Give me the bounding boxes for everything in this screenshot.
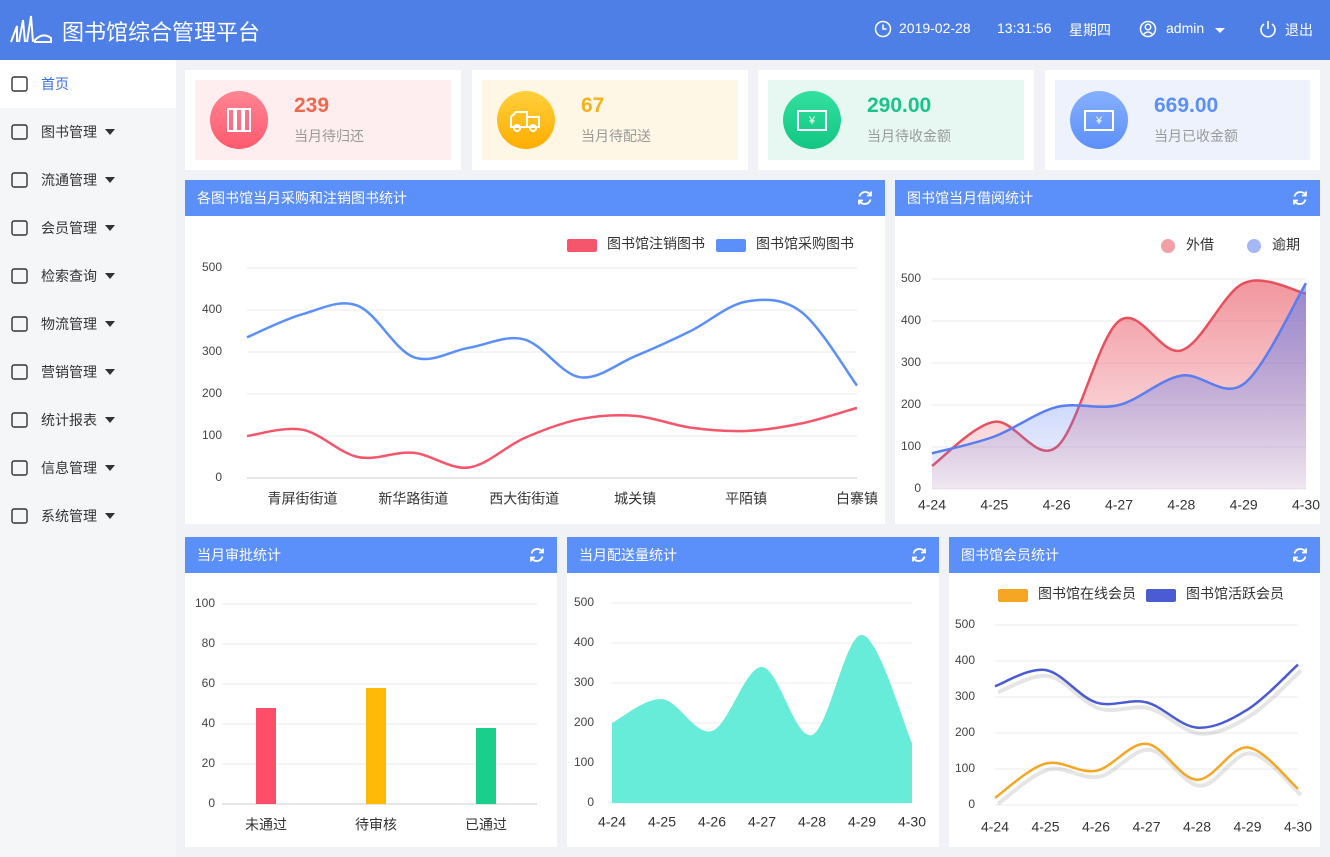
weekday: 星期四 <box>1069 22 1111 38</box>
menu-caret[interactable] <box>105 513 115 519</box>
refresh-button[interactable] <box>856 189 874 207</box>
menu-icon <box>11 172 28 188</box>
sidebar: 首页图书管理流通管理会员管理检索查询物流管理营销管理统计报表信息管理系统管理 <box>0 60 176 857</box>
chart-panel: 图书馆当月借阅统计 <box>895 180 1320 524</box>
menu-item[interactable]: 物流管理 <box>0 300 176 348</box>
menu-label[interactable]: 系统管理 <box>41 508 97 524</box>
card-icon: ¥ <box>1070 91 1128 149</box>
card-label: 当月已收金额 <box>1154 128 1238 144</box>
menu-label[interactable]: 检索查询 <box>41 268 97 284</box>
menu-icon <box>11 508 28 524</box>
refresh-button[interactable] <box>528 546 546 564</box>
time: 13:31:56 <box>997 20 1052 36</box>
menu-caret[interactable] <box>105 369 115 375</box>
card-value: 239 <box>294 94 330 117</box>
header: 图书馆综合管理平台 2019-02-28 13:31:56 星期四 admin … <box>0 0 1330 60</box>
refresh-button[interactable] <box>1291 546 1309 564</box>
menu-item[interactable]: 统计报表 <box>0 396 176 444</box>
card-label: 当月待归还 <box>294 128 364 144</box>
stat-card: ¥290.00 当月待收金额 <box>758 70 1034 170</box>
menu-icon <box>11 412 28 428</box>
card-label: 当月待配送 <box>581 128 651 144</box>
menu-label[interactable]: 营销管理 <box>41 364 97 380</box>
menu-label[interactable]: 会员管理 <box>41 220 97 236</box>
username[interactable]: admin <box>1166 20 1205 36</box>
menu-icon <box>11 76 28 92</box>
user-icon[interactable] <box>1139 20 1157 38</box>
date: 2019-02-28 <box>899 20 971 36</box>
menu-icon <box>11 124 28 140</box>
card-icon <box>210 91 268 149</box>
menu-item[interactable]: 流通管理 <box>0 156 176 204</box>
panel-title: 当月审批统计 <box>185 537 557 573</box>
card-icon: ¥ <box>783 91 841 149</box>
refresh-button[interactable] <box>1291 189 1309 207</box>
power-icon[interactable] <box>1258 19 1278 39</box>
svg-text:¥: ¥ <box>808 115 816 127</box>
stat-card: ¥669.00 当月已收金额 <box>1045 70 1320 170</box>
menu-caret[interactable] <box>105 177 115 183</box>
panel-title: 各图书馆当月采购和注销图书统计 <box>185 180 885 216</box>
card-icon <box>497 91 555 149</box>
menu-item[interactable]: 营销管理 <box>0 348 176 396</box>
menu-icon <box>11 364 28 380</box>
menu-caret[interactable] <box>105 225 115 231</box>
menu-icon <box>11 220 28 236</box>
menu-caret[interactable] <box>105 417 115 423</box>
chart-panel: 当月配送量统计 <box>567 537 939 847</box>
menu-label[interactable]: 流通管理 <box>41 172 97 188</box>
menu-item[interactable]: 首页 <box>0 60 176 108</box>
menu-caret[interactable] <box>105 129 115 135</box>
refresh-button[interactable] <box>910 546 928 564</box>
clock-icon <box>874 20 892 38</box>
chart-panel: 图书馆会员统计 <box>949 537 1320 847</box>
menu-icon <box>11 316 28 332</box>
menu-item[interactable]: 系统管理 <box>0 492 176 540</box>
menu-caret[interactable] <box>105 273 115 279</box>
stat-card: 239 当月待归还 <box>185 70 461 170</box>
card-label: 当月待收金额 <box>867 128 951 144</box>
menu-item[interactable]: 信息管理 <box>0 444 176 492</box>
menu-caret[interactable] <box>105 465 115 471</box>
menu-label[interactable]: 首页 <box>41 76 69 92</box>
logout[interactable]: 退出 <box>1285 22 1313 38</box>
menu-label[interactable]: 统计报表 <box>41 412 97 428</box>
menu-label[interactable]: 信息管理 <box>41 460 97 476</box>
menu-label[interactable]: 物流管理 <box>41 316 97 332</box>
user-caret[interactable] <box>1215 28 1225 33</box>
menu-item[interactable]: 会员管理 <box>0 204 176 252</box>
app-title: 图书馆综合管理平台 <box>62 20 261 45</box>
svg-text:¥: ¥ <box>1095 115 1103 127</box>
panel-title: 图书馆会员统计 <box>949 537 1320 573</box>
menu-item[interactable]: 图书管理 <box>0 108 176 156</box>
card-value: 67 <box>581 94 605 117</box>
menu-icon <box>11 268 28 284</box>
stat-card: 67 当月待配送 <box>472 70 748 170</box>
panel-title: 图书馆当月借阅统计 <box>895 180 1320 216</box>
panel-title: 当月配送量统计 <box>567 537 939 573</box>
card-value: 290.00 <box>867 94 932 117</box>
chart-panel: 当月审批统计 <box>185 537 557 847</box>
card-value: 669.00 <box>1154 94 1219 117</box>
menu-item[interactable]: 检索查询 <box>0 252 176 300</box>
menu-icon <box>11 460 28 476</box>
menu-caret[interactable] <box>105 321 115 327</box>
logo-icon <box>10 15 52 43</box>
menu-label[interactable]: 图书管理 <box>41 124 97 140</box>
chart-panel: 各图书馆当月采购和注销图书统计 <box>185 180 885 524</box>
